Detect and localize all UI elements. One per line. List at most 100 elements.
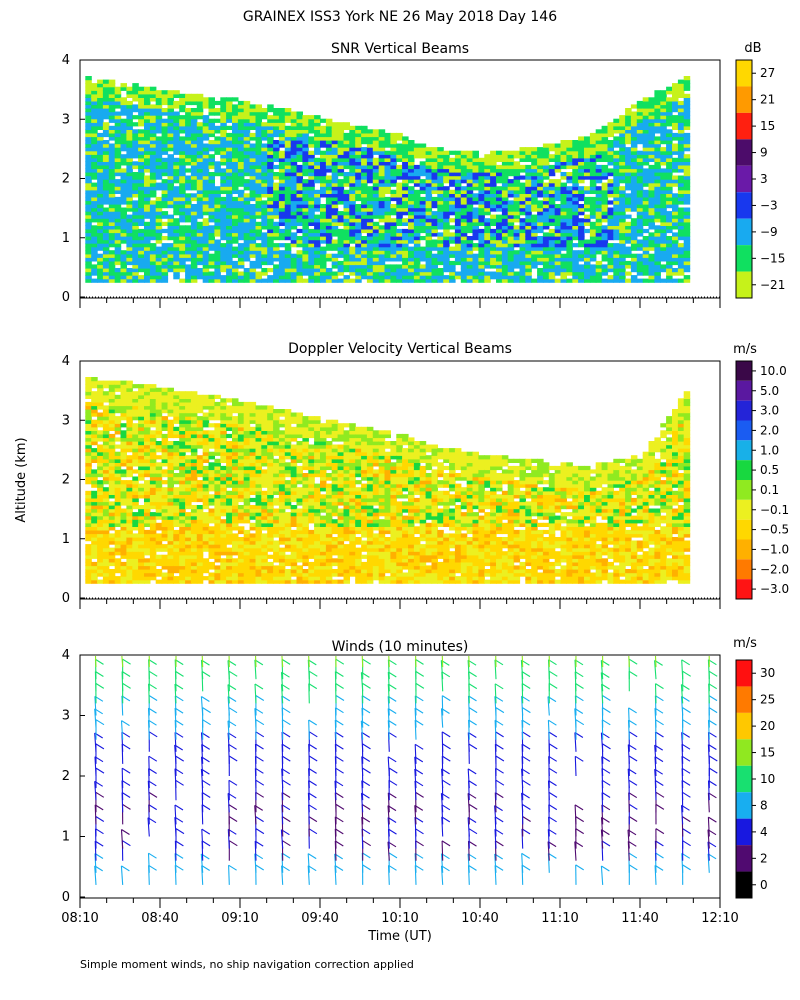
heatmap-cell [601, 225, 609, 230]
heatmap-cell [220, 204, 227, 209]
heatmap-cell [683, 172, 691, 177]
heatmap-cell [232, 172, 239, 177]
heatmap-cell [185, 154, 192, 159]
heatmap-cell [595, 175, 603, 180]
heatmap-cell [261, 260, 268, 266]
heatmap-cell [132, 175, 139, 180]
heatmap-cell [683, 182, 691, 187]
heatmap-cell [378, 253, 386, 258]
heatmap-cell [478, 268, 485, 273]
heatmap-cell [666, 161, 673, 166]
heatmap-cell [460, 260, 468, 266]
heatmap-cell [102, 90, 110, 95]
heatmap-cell [102, 522, 110, 527]
heatmap-cell [308, 246, 315, 251]
heatmap-cell [542, 147, 550, 152]
heatmap-cell [85, 161, 92, 166]
heatmap-cell [425, 218, 433, 223]
heatmap-cell [132, 547, 139, 552]
heatmap-cell [648, 196, 655, 202]
heatmap-cell [396, 211, 403, 216]
heatmap-cell [484, 225, 491, 230]
heatmap-cell [584, 268, 591, 273]
heatmap-cell [132, 537, 139, 542]
heatmap-cell [378, 140, 386, 145]
heatmap-cell [636, 271, 644, 276]
heatmap-cell [413, 239, 421, 244]
heatmap-cell [683, 278, 691, 283]
heatmap-cell [366, 264, 374, 269]
heatmap-cell [185, 264, 192, 269]
heatmap-cell [149, 136, 157, 141]
heatmap-cell [490, 260, 497, 266]
heatmap-cell [396, 268, 403, 273]
heatmap-cell [208, 200, 215, 205]
heatmap-cell [161, 196, 169, 202]
heatmap-cell [196, 143, 204, 148]
heatmap-cell [460, 257, 468, 262]
heatmap-cell [120, 125, 127, 130]
heatmap-cell [625, 125, 632, 130]
heatmap-cell [501, 179, 509, 184]
heatmap-cell [114, 515, 122, 520]
heatmap-cell [501, 275, 509, 280]
heatmap-cell [343, 122, 350, 127]
heatmap-cell [296, 236, 303, 241]
heatmap-cell [343, 125, 350, 130]
colorbar-label: 15 [760, 119, 775, 133]
heatmap-cell [132, 104, 139, 109]
heatmap-cell [173, 218, 180, 223]
heatmap-cell [361, 246, 368, 251]
heatmap-cell [548, 278, 556, 283]
heatmap-cell [320, 257, 327, 262]
heatmap-cell [132, 401, 139, 407]
heatmap-cell [85, 551, 92, 556]
heatmap-cell [408, 207, 415, 212]
heatmap-cell [484, 271, 491, 276]
heatmap-cell [249, 164, 257, 170]
heatmap-cell [484, 232, 491, 237]
heatmap-cell [396, 232, 403, 237]
heatmap-cell [190, 271, 198, 276]
heatmap-cell [560, 175, 567, 180]
heatmap-cell [578, 271, 585, 276]
heatmap-cell [361, 150, 368, 155]
heatmap-cell [296, 260, 303, 266]
heatmap-cell [196, 157, 204, 162]
heatmap-cell [660, 278, 667, 283]
heatmap-cell [337, 253, 345, 258]
heatmap-cell [589, 154, 597, 159]
heatmap-cell [308, 264, 315, 269]
heatmap-cell [226, 250, 233, 255]
heatmap-cell [108, 147, 116, 152]
heatmap-cell [466, 182, 474, 187]
snr-heatmap [85, 76, 691, 283]
heatmap-cell [466, 278, 474, 283]
heatmap-cell [677, 193, 685, 198]
heatmap-cell [138, 193, 145, 198]
heatmap-cell [531, 225, 538, 230]
heatmap-cell [496, 157, 503, 162]
heatmap-cell [343, 172, 350, 177]
heatmap-cell [138, 115, 145, 120]
heatmap-cell [314, 132, 321, 138]
heatmap-cell [654, 122, 661, 127]
heatmap-cell [320, 186, 327, 191]
heatmap-cell [314, 122, 321, 127]
heatmap-cell [226, 118, 233, 123]
heatmap-cell [642, 243, 650, 248]
heatmap-cell [97, 419, 104, 424]
heatmap-cell [314, 204, 321, 209]
heatmap-cell [361, 239, 368, 244]
heatmap-cell [114, 97, 122, 102]
heatmap-cell [138, 569, 145, 574]
heatmap-cell [648, 275, 655, 280]
heatmap-cell [278, 207, 286, 212]
heatmap-cell [85, 83, 92, 88]
heatmap-cell [97, 271, 104, 276]
heatmap-cell [185, 250, 192, 255]
heatmap-cell [378, 257, 386, 262]
heatmap-cell [425, 239, 433, 244]
heatmap-cell [114, 561, 122, 567]
heatmap-cell [666, 168, 673, 173]
